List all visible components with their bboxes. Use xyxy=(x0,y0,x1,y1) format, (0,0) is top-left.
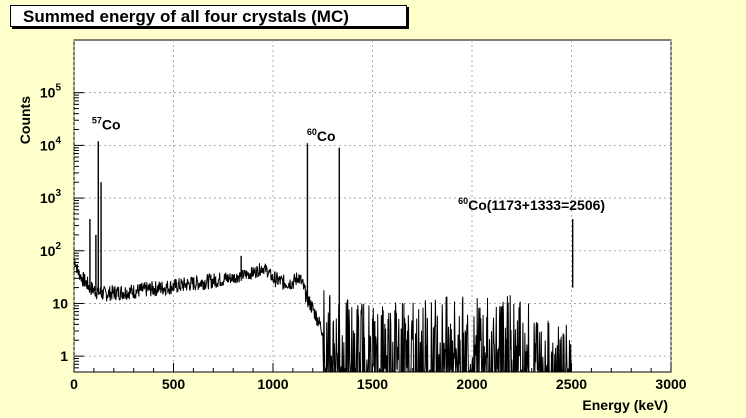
y-tick-label: 103 xyxy=(40,188,62,206)
x-tick-label: 1000 xyxy=(257,376,288,392)
x-tick-label: 2500 xyxy=(556,376,587,392)
y-axis: 1 10 102 103 104 105 xyxy=(40,83,84,373)
y-tick-label: 10 xyxy=(52,295,68,311)
x-tick-label: 0 xyxy=(70,376,78,392)
y-tick-label: 102 xyxy=(40,241,62,259)
grid-lines xyxy=(73,40,672,372)
y-axis-label: Counts xyxy=(17,96,33,144)
annotations: 57Co 60Co 60Co(1173+1333=2506) xyxy=(92,116,605,213)
y-tick-label: 104 xyxy=(40,135,62,153)
peak-annotation: 57Co xyxy=(92,116,121,133)
chart-title: Summed energy of all four crystals (MC) xyxy=(10,5,407,27)
peak-annotation: 60Co(1173+1333=2506) xyxy=(458,196,605,213)
peak-annotation: 60Co xyxy=(307,127,336,144)
x-tick-label: 500 xyxy=(162,376,186,392)
x-axis-label: Energy (keV) xyxy=(582,397,668,413)
peaks-layer xyxy=(89,141,574,347)
x-tick-label: 1500 xyxy=(357,376,388,392)
x-axis: 0 500 1000 1500 2000 2500 3000 xyxy=(70,363,687,392)
y-tick-label: 1 xyxy=(60,348,68,364)
spectrum-layer xyxy=(73,258,572,373)
spectrum-line xyxy=(73,258,572,373)
x-tick-label: 3000 xyxy=(655,376,686,392)
x-tick-label: 2000 xyxy=(456,376,487,392)
y-tick-label: 105 xyxy=(40,83,62,101)
